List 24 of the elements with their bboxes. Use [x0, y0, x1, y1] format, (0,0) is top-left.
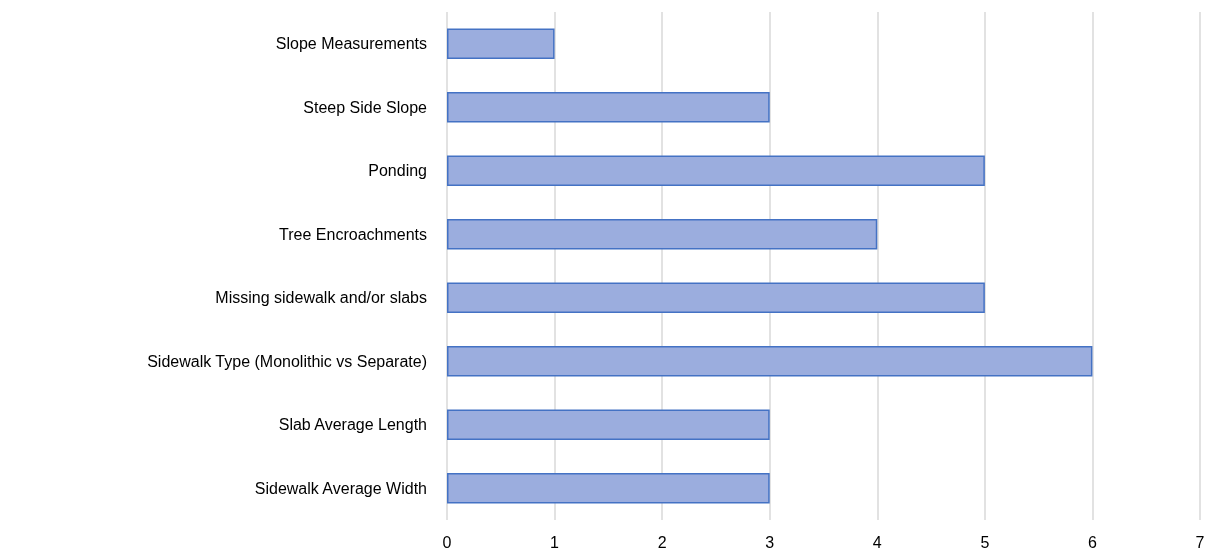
y-tick-label: Ponding [368, 162, 427, 180]
y-tick-label: Sidewalk Average Width [254, 479, 427, 497]
y-tick-label: Missing sidewalk and/or slabs [215, 289, 427, 307]
bar [447, 219, 878, 250]
x-tick-label: 5 [980, 533, 990, 551]
x-tick-label: 3 [765, 533, 775, 551]
bar [447, 28, 555, 59]
x-tick-label: 7 [1195, 533, 1205, 551]
bar [447, 155, 985, 186]
x-tick-label: 4 [872, 533, 882, 551]
y-tick-label: Slab Average Length [278, 416, 427, 434]
bar [447, 92, 770, 123]
y-tick-label: Slope Measurements [275, 35, 427, 53]
x-tick-label: 2 [657, 533, 667, 551]
y-tick-label: Sidewalk Type (Monolithic vs Separate) [147, 352, 427, 370]
bar [447, 346, 1093, 377]
x-tick-label: 0 [442, 533, 452, 551]
bar [447, 473, 770, 504]
x-tick-label: 6 [1087, 533, 1097, 551]
x-tick-label: 1 [550, 533, 560, 551]
y-tick-label: Steep Side Slope [303, 98, 428, 116]
bar [447, 282, 985, 313]
bar [447, 409, 770, 440]
y-tick-label: Tree Encroachments [279, 225, 427, 243]
